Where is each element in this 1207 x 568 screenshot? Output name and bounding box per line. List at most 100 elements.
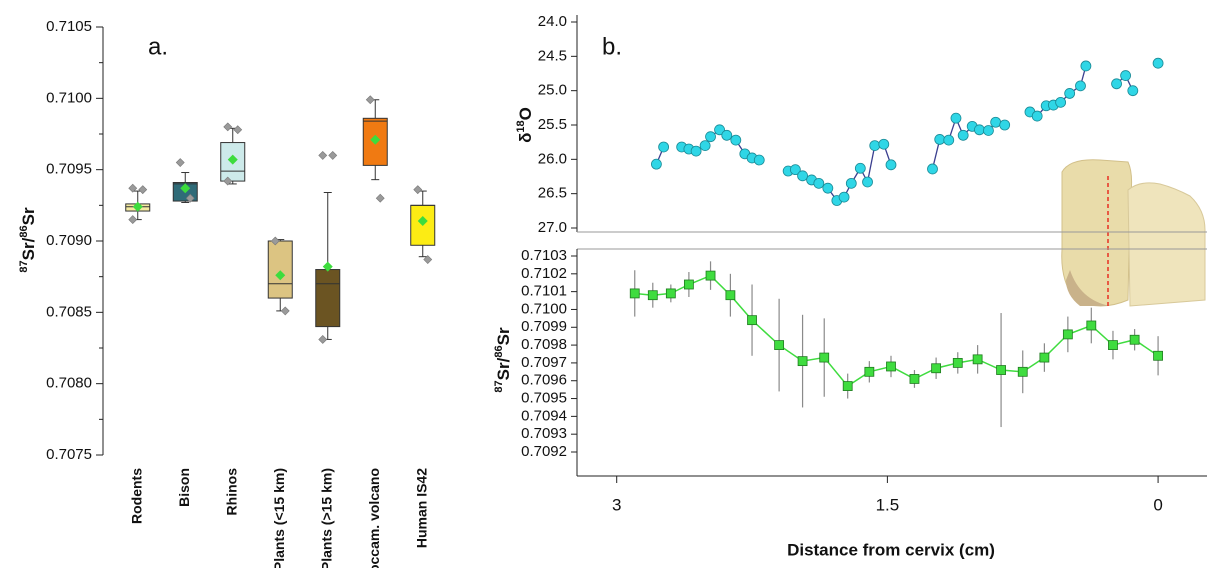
y-tick-label: 0.7096 [521, 372, 567, 389]
data-point [813, 177, 825, 189]
y-tick-label: 0.7094 [521, 407, 567, 424]
y-axis-label-part: Sr/ [19, 237, 38, 260]
data-point [927, 163, 938, 175]
y-tick-label: 0.7098 [521, 336, 567, 353]
data-point [909, 374, 920, 384]
box [362, 117, 388, 166]
x-tick-label: 0 [1153, 495, 1162, 514]
y-axis-label: 87Sr/86Sr [18, 207, 39, 273]
data-point [974, 124, 985, 136]
tooth-root [1066, 270, 1110, 306]
y-axis-label-part: δ [516, 133, 535, 143]
panel-label: b. [602, 33, 622, 60]
data-point [842, 381, 853, 391]
data-point [175, 158, 185, 167]
x-tick-label: 3 [612, 495, 621, 514]
x-tick-label: Rodents [128, 468, 144, 524]
data-point [413, 185, 423, 195]
data-point [819, 352, 830, 363]
data-point [1080, 60, 1092, 72]
data-point [996, 365, 1006, 375]
data-point [957, 129, 969, 141]
y-axis-label-part: 86 [18, 225, 30, 237]
y-tick-label: 24.0 [538, 13, 567, 30]
y-axis-label-part: Sr/ [494, 357, 513, 380]
data-point [934, 134, 946, 145]
x-tick-label: Human IS42 [413, 468, 429, 548]
data-point [705, 270, 716, 281]
data-point [999, 119, 1011, 131]
data-point [280, 306, 290, 316]
data-point [1120, 70, 1131, 81]
data-point [864, 366, 875, 377]
data-point [128, 215, 138, 225]
data-point [774, 340, 785, 350]
mean-marker [370, 134, 381, 145]
data-point [705, 131, 716, 143]
y-tick-label: 26.5 [538, 185, 567, 202]
data-point [838, 191, 850, 203]
data-point [647, 290, 658, 301]
data-point [1127, 85, 1139, 97]
y-tick-label: 0.7103 [521, 247, 567, 264]
data-point [943, 134, 955, 146]
data-point [1108, 340, 1118, 350]
data-point [845, 177, 857, 189]
y-axis-label-part: Sr [19, 207, 38, 225]
data-point [1129, 334, 1140, 345]
y-tick-label: 0.7093 [521, 425, 567, 442]
data-point [365, 95, 375, 105]
box [267, 240, 293, 299]
y-tick-label: 0.7100 [46, 89, 92, 106]
y-axis-label-part: 86 [493, 345, 505, 357]
y-tick-label: 0.7097 [521, 354, 567, 371]
data-point [797, 356, 808, 367]
y-axis-label: 87Sr/86Sr [493, 327, 514, 393]
data-point [128, 183, 138, 193]
data-point [721, 129, 733, 141]
y-tick-label: 24.5 [538, 47, 567, 64]
y-tick-label: 0.7100 [521, 300, 567, 317]
data-point [862, 176, 873, 188]
data-point [690, 145, 702, 157]
mean-marker [132, 201, 143, 212]
data-point [629, 288, 640, 299]
y-tick-label: 0.7075 [46, 446, 92, 463]
y-tick-label: 25.5 [538, 116, 567, 133]
data-point [683, 279, 694, 290]
data-point [931, 363, 942, 374]
y-tick-label: 0.7092 [521, 443, 567, 460]
data-point [1111, 78, 1122, 90]
data-point [747, 315, 757, 326]
mean-marker [275, 270, 286, 281]
data-point [725, 290, 736, 301]
data-point [730, 134, 742, 146]
data-point [972, 354, 983, 365]
data-point [983, 125, 994, 136]
data-point [651, 158, 662, 170]
data-point [854, 162, 866, 174]
data-point [223, 122, 233, 132]
data-point [797, 170, 808, 182]
data-point [658, 141, 670, 153]
data-point [878, 138, 890, 150]
x-tick-label: Plants (<15 km) [271, 468, 287, 568]
data-point [886, 361, 896, 372]
data-point [223, 176, 233, 186]
box [315, 269, 341, 328]
y-tick-label: 0.7095 [46, 161, 92, 178]
mean-marker [322, 261, 333, 272]
x-axis-label: Distance from cervix (cm) [787, 540, 995, 559]
x-tick-label: Rhinos [223, 468, 239, 516]
data-point [789, 164, 801, 176]
mean-marker [227, 154, 238, 165]
data-point [233, 125, 243, 135]
data-point [1055, 96, 1067, 108]
data-point [1075, 80, 1086, 92]
data-point [885, 159, 897, 171]
x-tick-label: Plants (>15 km) [318, 468, 334, 568]
data-point [714, 124, 725, 136]
y-tick-label: 27.0 [538, 219, 567, 236]
